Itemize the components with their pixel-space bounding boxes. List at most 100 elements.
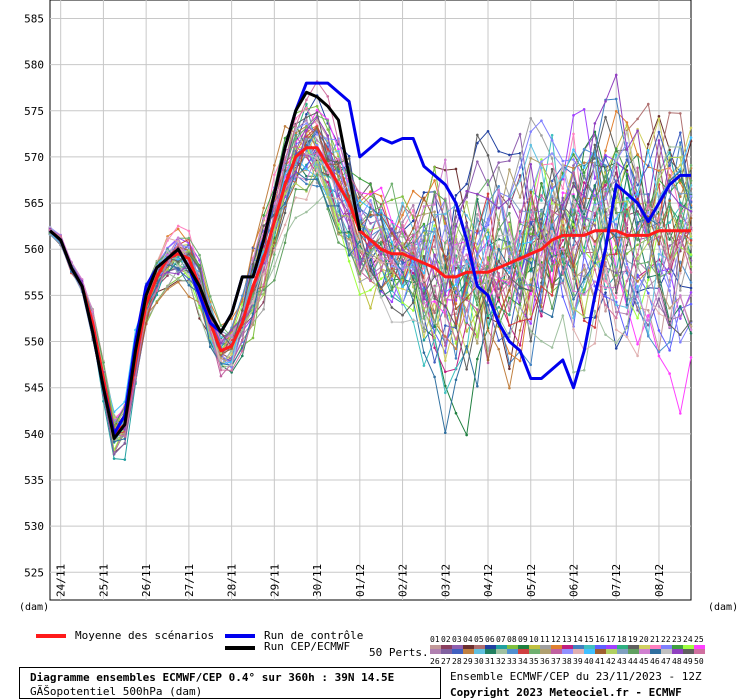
ensemble-point <box>443 344 447 347</box>
ensemble-point <box>689 136 693 139</box>
ensemble-point <box>326 173 330 177</box>
ensemble-point <box>679 412 682 415</box>
ensemble-point <box>251 336 255 340</box>
ensemble-point <box>422 364 426 367</box>
ensemble-point <box>443 370 447 374</box>
ensemble-point <box>262 268 265 272</box>
ensemble-point <box>187 252 191 256</box>
ensemble-point <box>679 168 682 171</box>
ensemble-point <box>614 296 618 300</box>
ensemble-point <box>540 221 543 225</box>
pert-swatch <box>496 649 507 654</box>
ensemble-point <box>187 295 191 298</box>
pert-swatch <box>639 649 650 654</box>
ensemble-point <box>369 210 372 214</box>
ensemble-point <box>379 194 383 198</box>
ensemble-point <box>636 129 639 133</box>
ensemble-point <box>646 294 650 298</box>
ensemble-point <box>497 259 501 263</box>
ensemble-point <box>625 306 629 309</box>
ensemble-point <box>379 240 383 244</box>
grid <box>50 0 691 600</box>
ensemble-point <box>604 309 607 313</box>
ensemble-point <box>305 188 308 192</box>
ensemble-point <box>529 261 533 264</box>
ensemble-point <box>646 323 650 327</box>
pert-number: 34 <box>518 657 528 666</box>
ensemble-point <box>679 201 682 205</box>
ensemble-point <box>347 212 351 216</box>
pert-number: 14 <box>573 635 583 644</box>
ensemble-point <box>572 253 575 257</box>
pert-number: 39 <box>573 657 583 666</box>
ensemble-point <box>679 260 682 264</box>
ensemble-point <box>305 178 308 181</box>
ensemble-point <box>668 278 671 282</box>
pert-number: 26 <box>430 657 440 666</box>
y-tick-label: 565 <box>24 197 44 210</box>
ensemble-point <box>518 299 522 303</box>
y-tick-label: 540 <box>24 428 44 441</box>
ensemble-point <box>390 227 394 230</box>
ensemble-point <box>614 341 618 345</box>
pert-swatch <box>683 649 694 654</box>
ensemble-point <box>518 305 522 309</box>
y-tick-label: 545 <box>24 382 44 395</box>
ensemble-point <box>443 257 447 261</box>
ensemble-point <box>518 285 522 289</box>
ensemble-point <box>273 248 276 252</box>
ensemble-point <box>646 142 650 146</box>
ensemble-point <box>294 187 298 191</box>
pert-number: 46 <box>650 657 660 666</box>
ensemble-point <box>422 338 426 342</box>
ensemble-point <box>465 200 468 204</box>
pert-swatch <box>441 645 452 650</box>
ensemble-point <box>572 153 575 156</box>
ensemble-point <box>636 295 639 299</box>
ensemble-point <box>593 268 597 271</box>
ensemble-point <box>561 159 565 163</box>
ensemble-point <box>369 199 372 202</box>
ensemble-point <box>187 283 191 287</box>
ensemble-point <box>636 117 639 121</box>
ensemble-point <box>572 158 575 161</box>
series-line-0 <box>49 146 691 436</box>
ensemble-point <box>358 216 362 220</box>
ensemble-point <box>593 224 597 227</box>
ensemble-point <box>529 312 533 316</box>
pert-number: 29 <box>463 657 473 666</box>
ensemble-point <box>283 125 287 128</box>
ensemble-point <box>476 384 479 388</box>
x-tick-label: 26/11 <box>140 564 153 597</box>
ensemble-point <box>486 261 490 264</box>
ensemble-point <box>315 144 319 147</box>
ensemble-point <box>540 212 543 215</box>
ensemble-point <box>679 271 682 275</box>
ensemble-point <box>625 243 629 247</box>
ensemble-point <box>454 378 458 382</box>
ensemble-point <box>411 278 415 281</box>
pert-swatch <box>507 649 518 654</box>
ensemble-point <box>390 254 394 258</box>
ensemble-point <box>561 177 565 181</box>
ensemble-point <box>668 244 671 247</box>
ensemble-point <box>187 245 191 249</box>
ensemble-point <box>230 317 233 321</box>
ensemble-point <box>604 279 607 283</box>
ensemble-point <box>497 188 501 192</box>
ensemble-point <box>369 190 372 193</box>
ensemble-point <box>668 201 671 205</box>
ensemble-point <box>636 280 639 283</box>
ensemble-point <box>689 235 693 238</box>
x-tick-label: 06/12 <box>567 564 580 597</box>
ensemble-point <box>508 228 511 232</box>
ensemble-point <box>657 350 661 354</box>
ensemble-point <box>668 238 671 241</box>
ensemble-point <box>241 328 244 332</box>
pert-number: 40 <box>584 657 594 666</box>
ensemble-point <box>337 216 340 220</box>
ensemble-point <box>305 98 308 102</box>
ensemble-point <box>657 130 661 134</box>
pert-number: 30 <box>474 657 484 666</box>
